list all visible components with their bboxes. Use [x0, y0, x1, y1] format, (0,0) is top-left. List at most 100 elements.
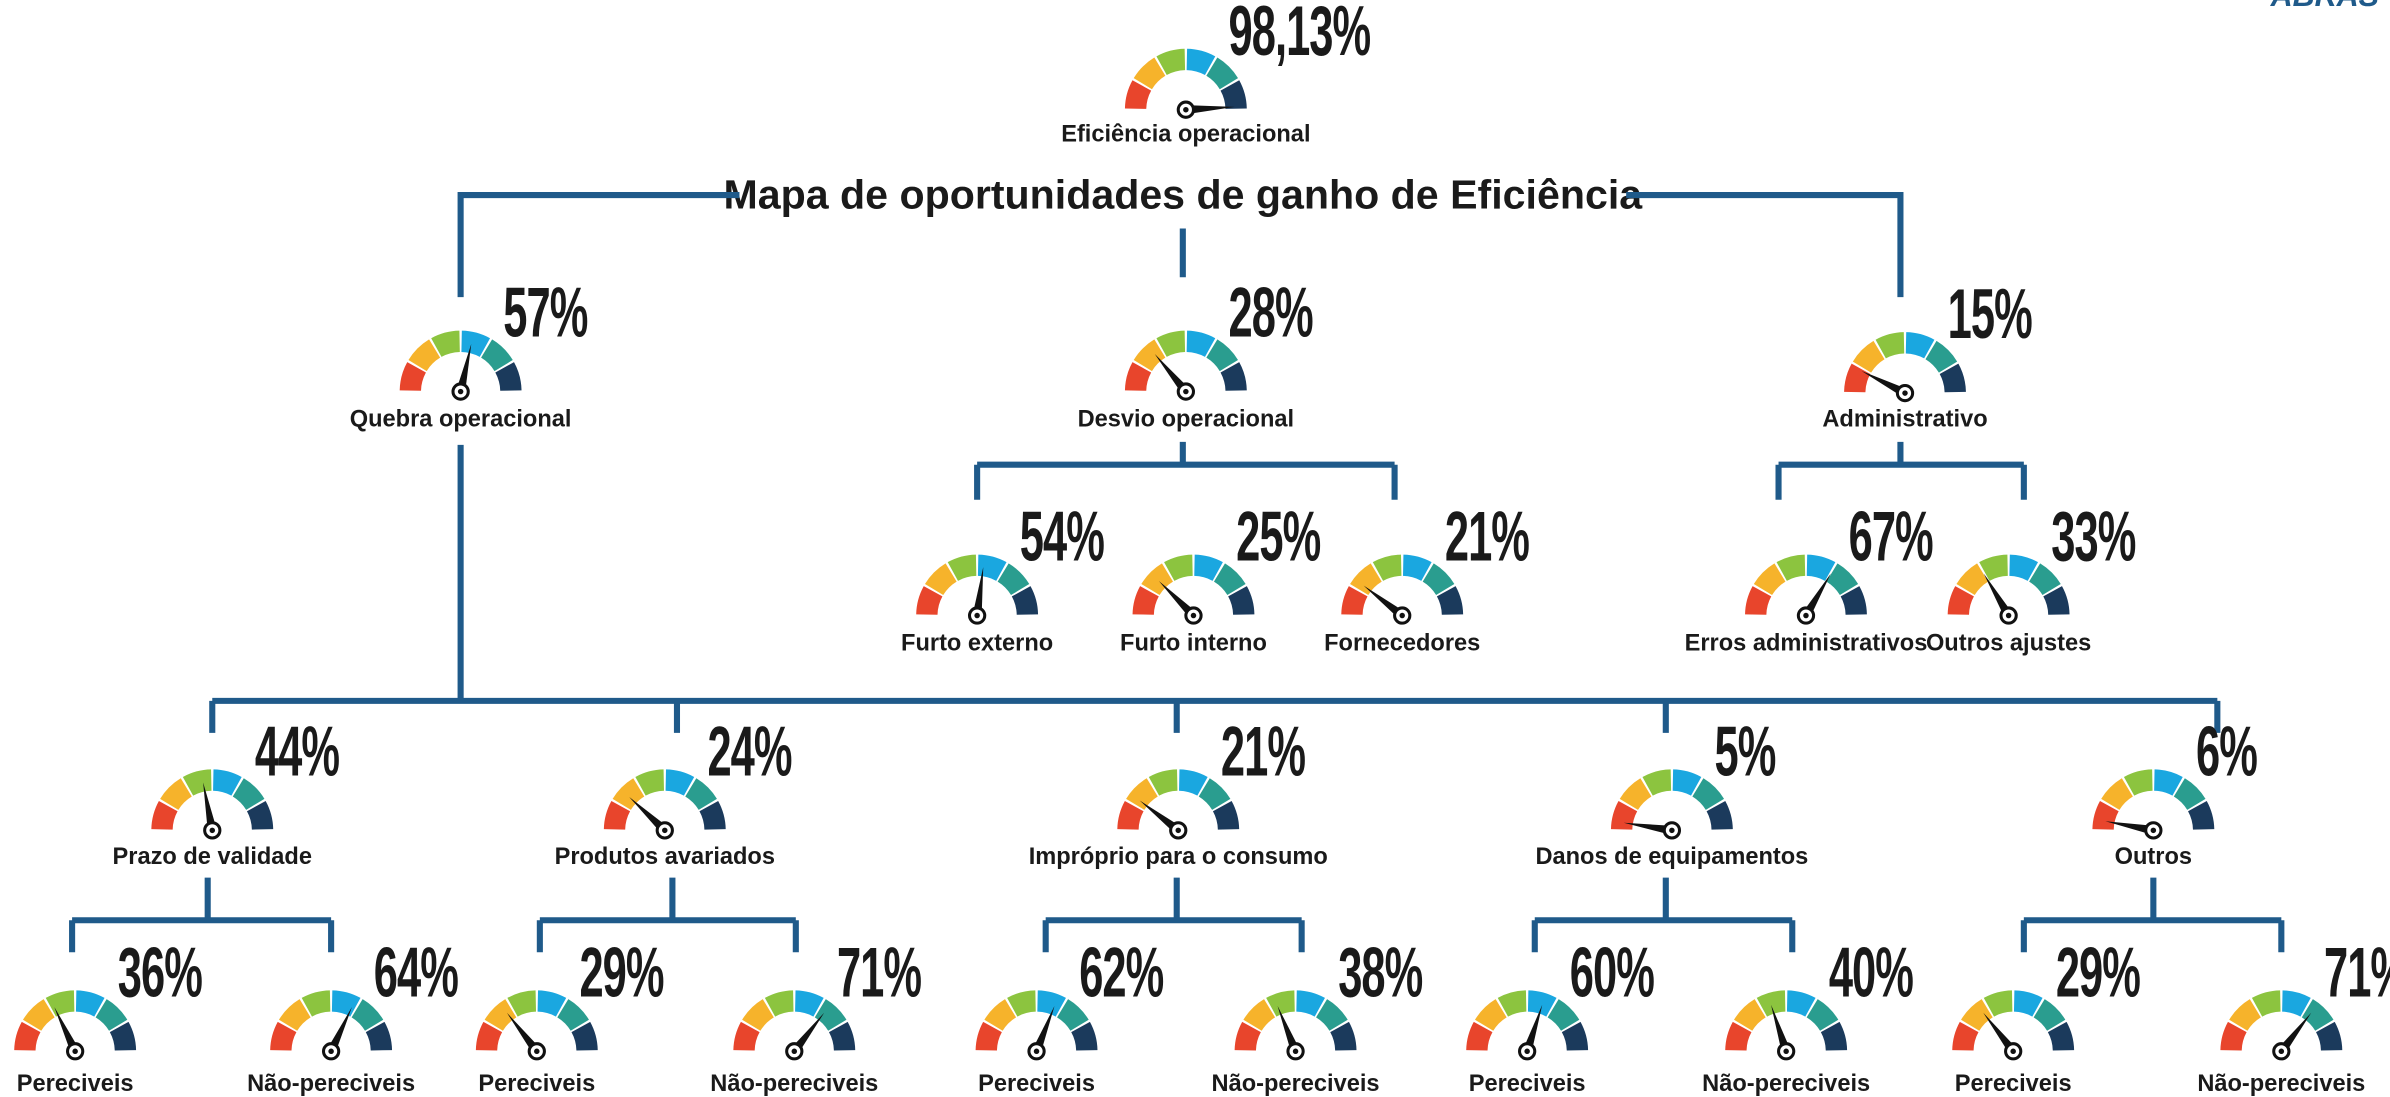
- gauge-segment: [475, 1021, 503, 1051]
- node-value: 40%: [1829, 934, 1913, 1012]
- gauge-pivot-dot: [72, 1048, 78, 1055]
- gauge-segment: [1745, 586, 1772, 615]
- gauge-needle: [1623, 822, 1673, 835]
- gauge-segment: [399, 362, 426, 391]
- gauge-segment: [351, 999, 384, 1031]
- gauge-pivot-dot: [1033, 1048, 1040, 1055]
- gauge-segment: [1124, 80, 1152, 109]
- node-label: Outros ajustes: [1926, 631, 2091, 657]
- gauge-pivot-dot: [2010, 1048, 2016, 1055]
- gauge-pivot-dot: [1669, 827, 1675, 834]
- gauge-needle: [1522, 1004, 1543, 1053]
- gauge-segment: [977, 554, 1007, 581]
- title: Mapa de oportunidades de ganho de Eficiê…: [724, 172, 1644, 218]
- gauge-needle: [203, 782, 217, 832]
- node-label: Pereciveis: [978, 1071, 1095, 1097]
- gauge-node: Não-pereciveis 40%: [1702, 934, 1914, 1097]
- gauge-segment: [1776, 554, 1806, 581]
- node-label: Impróprio para o consumo: [1029, 844, 1328, 870]
- gauge-pivot-dot: [662, 827, 668, 834]
- node-label: Pereciveis: [1955, 1071, 2072, 1097]
- gauge-segment: [1234, 1021, 1261, 1051]
- gauge-needle: [1861, 370, 1908, 398]
- gauge-segment: [947, 554, 977, 581]
- gauge-segment: [1316, 999, 1348, 1031]
- node-label: Não-pereciveis: [247, 1071, 415, 1097]
- gauge-segment: [742, 999, 774, 1031]
- gauge-segment: [603, 800, 631, 830]
- gauge-segment: [1753, 563, 1786, 596]
- gauge-segment: [22, 999, 55, 1031]
- gauge-segment: [1692, 778, 1725, 810]
- gauge-segment: [1243, 999, 1276, 1031]
- gauge-segment: [1156, 48, 1186, 76]
- gauge-segment: [537, 990, 567, 1017]
- gauge-segment: [109, 1021, 137, 1051]
- gauge-needle: [2105, 821, 2155, 835]
- gauge-segment: [1341, 586, 1368, 615]
- gauge-segment: [14, 1021, 41, 1051]
- gauge-segment: [733, 1021, 760, 1051]
- node-value: 64%: [374, 934, 458, 1012]
- gauge-segment: [1466, 1021, 1493, 1051]
- gauge-needle: [1802, 573, 1831, 618]
- gauge-pivot-dot: [791, 1048, 798, 1055]
- gauge-segment: [571, 1021, 598, 1051]
- gauge-segment: [699, 800, 726, 830]
- gauge-segment: [924, 563, 957, 596]
- node-value: 6%: [2196, 713, 2257, 791]
- node-label: Pereciveis: [17, 1071, 134, 1097]
- gauge-segment: [1071, 1021, 1098, 1051]
- node-value: 24%: [707, 713, 791, 791]
- gauge-pivot-dot: [2150, 827, 2157, 834]
- gauge-segment: [278, 999, 311, 1031]
- gauge-pivot-dot: [1783, 1048, 1789, 1055]
- node-label: Administrativo: [1822, 407, 1987, 433]
- node-label: Outros: [2115, 844, 2192, 870]
- gauge-segment: [1148, 769, 1178, 796]
- node-value: 33%: [2051, 498, 2135, 576]
- gauge-segment: [2013, 990, 2043, 1017]
- gauge-segment: [916, 586, 943, 615]
- gauge-segment: [2282, 990, 2311, 1017]
- node-label: Furto interno: [1120, 631, 1267, 657]
- gauge-pivot-dot: [328, 1048, 334, 1055]
- gauge-segment: [1619, 778, 1652, 810]
- gauge-node: Administrativo 15%: [1822, 276, 2033, 433]
- gauge-segment: [1057, 999, 1089, 1031]
- node-label: Desvio operacional: [1078, 407, 1295, 433]
- gauge-segment: [635, 769, 664, 796]
- gauge-needle: [1983, 573, 2013, 618]
- gauge-pivot-dot: [1524, 1048, 1530, 1055]
- gauge-segment: [2301, 999, 2334, 1031]
- gauge-segment: [301, 990, 331, 1017]
- gauge-node: Pereciveis 29%: [1952, 934, 2141, 1097]
- gauge-node: Impróprio para o consumo 21%: [1029, 713, 1328, 870]
- gauge-segment: [1206, 339, 1239, 372]
- gauge-segment: [2047, 1021, 2075, 1051]
- gauge-segment: [151, 800, 178, 830]
- node-value: 28%: [1229, 274, 1313, 352]
- gauge-segment: [1220, 362, 1247, 391]
- gauge-segment: [1350, 563, 1382, 596]
- gauge-pivot-dot: [1399, 612, 1405, 619]
- gauge-segment: [2123, 769, 2153, 796]
- gauge-segment: [2188, 800, 2215, 830]
- gauge-segment: [1198, 778, 1231, 810]
- node-value: 21%: [1221, 713, 1305, 791]
- gauge-pivot-dot: [1183, 106, 1189, 113]
- node-value: 25%: [1236, 498, 1320, 576]
- gauge-node: Pereciveis 36%: [14, 934, 203, 1097]
- gauge-pivot-dot: [1183, 388, 1189, 395]
- node-value: 15%: [1948, 276, 2032, 354]
- gauge-segment: [2316, 1021, 2343, 1051]
- gauge-segment: [1133, 57, 1166, 90]
- node-label: Fornecedores: [1324, 631, 1480, 657]
- gauge-pivot-dot: [1175, 827, 1181, 834]
- gauge-segment: [1956, 563, 1989, 596]
- gauge-needle: [54, 1007, 80, 1054]
- gauge-node: Fornecedores 21%: [1324, 498, 1530, 657]
- node-label: Prazo de validade: [113, 844, 312, 870]
- node-value: 71%: [2324, 934, 2390, 1012]
- gauge-segment: [1875, 332, 1905, 359]
